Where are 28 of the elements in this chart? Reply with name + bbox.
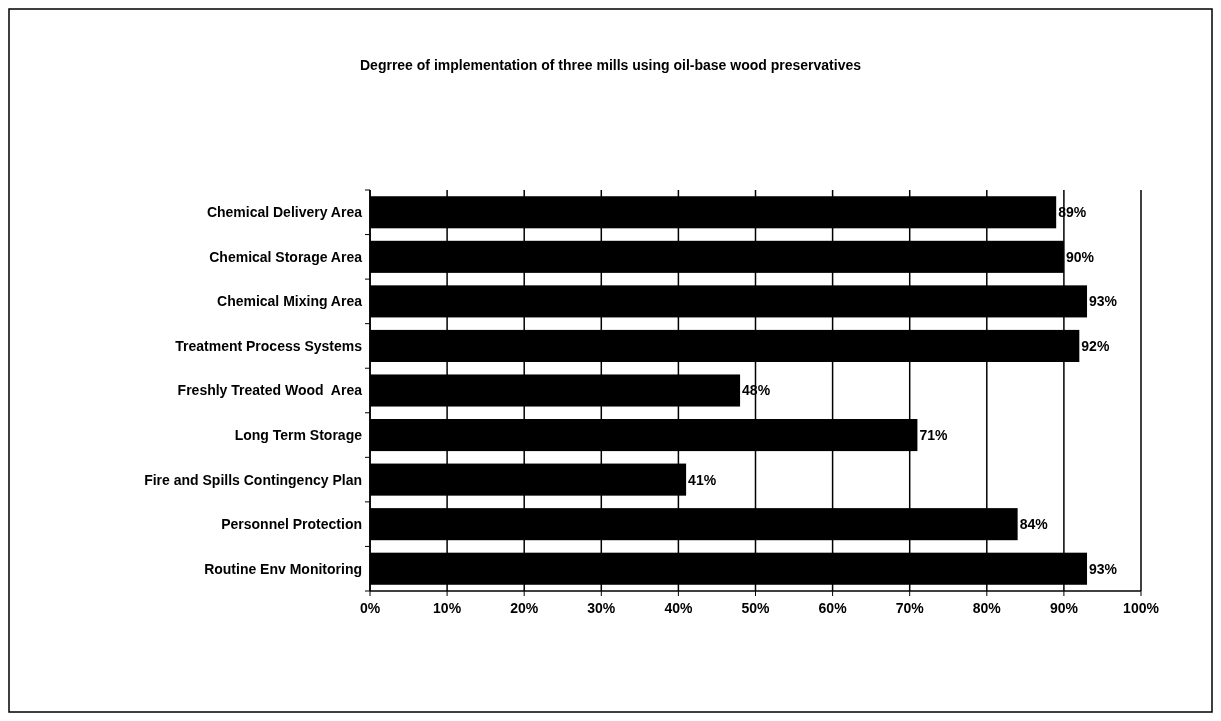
y-tick-label: Personnel Protection	[221, 516, 362, 533]
y-tick-label: Routine Env Monitoring	[204, 560, 362, 577]
x-tick-label: 40%	[664, 600, 693, 616]
data-label: 90%	[1065, 248, 1095, 265]
y-tick-label: Chemical Mixing Area	[217, 293, 363, 310]
y-tick-label: Chemical Delivery Area	[206, 204, 363, 221]
x-tick-label: 30%	[587, 600, 616, 616]
y-tick-label: Fire and Spills Contingency Plan	[144, 471, 362, 488]
x-tick-label: 60%	[818, 600, 848, 616]
x-tick-label: 80%	[972, 600, 1002, 616]
y-tick-label: Treatment Process Systems	[175, 337, 363, 354]
x-tick-label: 50%	[741, 600, 771, 616]
data-label: 92%	[1081, 337, 1110, 354]
x-tick-label: 100%	[1123, 600, 1160, 616]
x-tick-label: 10%	[433, 600, 462, 616]
y-tick-label: Long Term Storage	[234, 426, 363, 443]
data-label: 93%	[1089, 560, 1118, 577]
x-tick-label: 90%	[1049, 600, 1079, 616]
x-tick-label: 20%	[510, 600, 539, 616]
data-label: 84%	[1019, 516, 1049, 533]
chart-title: Degrree of implementation of three mills using oil-base wood preservatives	[359, 57, 862, 73]
x-tick-label: 70%	[895, 600, 925, 616]
data-label: 41%	[688, 471, 717, 488]
y-tick-label: Freshly Treated Wood Area	[177, 382, 363, 399]
y-tick-label: Chemical Storage Area	[209, 248, 363, 265]
data-label: 93%	[1089, 293, 1118, 310]
data-label: 71%	[919, 426, 948, 443]
x-tick-label: 0%	[359, 600, 381, 616]
